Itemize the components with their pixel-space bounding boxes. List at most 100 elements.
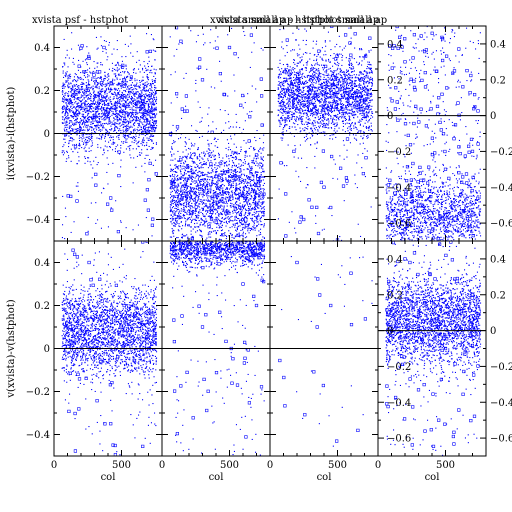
data-point (141, 89, 143, 91)
data-point (64, 133, 66, 135)
data-point (82, 122, 84, 124)
data-point (197, 149, 199, 151)
data-point (152, 119, 154, 121)
data-point (114, 64, 116, 66)
data-point (115, 64, 117, 66)
data-point (133, 139, 135, 141)
data-point (85, 232, 89, 236)
data-point (72, 130, 74, 132)
data-point (78, 97, 80, 99)
data-point (138, 129, 140, 131)
data-point (123, 117, 125, 119)
data-point (141, 101, 143, 103)
data-point (111, 89, 113, 91)
data-point (71, 108, 73, 110)
data-point (240, 211, 242, 213)
data-point (113, 117, 115, 119)
data-point (102, 154, 104, 156)
data-point (134, 102, 136, 104)
data-point (128, 73, 130, 75)
data-point (185, 205, 187, 207)
data-point (67, 75, 69, 77)
data-point (109, 122, 111, 124)
data-point (140, 127, 142, 129)
data-point (146, 148, 148, 150)
data-point (242, 204, 244, 206)
data-point (107, 150, 109, 152)
data-point (70, 103, 72, 105)
data-point (114, 129, 116, 131)
data-point (83, 148, 85, 150)
data-point (155, 108, 157, 110)
data-point (132, 105, 134, 107)
data-point (184, 225, 186, 227)
data-point (98, 95, 100, 97)
data-point (187, 194, 189, 196)
data-point (115, 104, 117, 106)
data-point (144, 102, 146, 104)
data-point (73, 92, 75, 94)
data-point (125, 95, 127, 97)
data-point (239, 225, 241, 227)
data-point (237, 217, 239, 219)
data-point (100, 135, 102, 137)
data-point (179, 177, 181, 179)
data-point (255, 204, 257, 206)
data-point (88, 140, 90, 142)
data-point (155, 87, 157, 89)
data-point (223, 206, 225, 208)
data-point (183, 235, 185, 237)
data-point (113, 48, 115, 50)
data-point (239, 168, 241, 170)
data-point (152, 128, 154, 130)
data-point (254, 207, 256, 209)
data-point (77, 105, 79, 107)
data-point (234, 194, 236, 196)
data-point (251, 172, 253, 174)
data-point (191, 144, 193, 146)
data-point (136, 51, 138, 53)
data-point (226, 171, 228, 173)
data-point (260, 191, 262, 193)
data-point (97, 77, 99, 79)
data-point (93, 98, 95, 100)
data-point (92, 77, 94, 79)
data-point (235, 216, 237, 218)
data-point (124, 112, 126, 114)
data-point (106, 83, 108, 85)
data-point (126, 99, 128, 101)
data-point (231, 190, 233, 192)
data-point (65, 109, 67, 111)
data-point (245, 151, 247, 153)
data-point (135, 91, 137, 93)
data-point (215, 204, 217, 206)
data-point (226, 180, 228, 182)
data-point (107, 102, 109, 104)
data-point (180, 204, 182, 206)
data-point (86, 143, 88, 145)
data-point (104, 78, 106, 80)
data-point (98, 117, 100, 119)
data-point (221, 175, 223, 177)
data-point (249, 203, 251, 205)
data-point (151, 124, 153, 126)
data-point (228, 142, 230, 144)
data-point (234, 226, 236, 228)
data-point (71, 32, 73, 34)
data-point (223, 190, 225, 192)
data-point (174, 212, 176, 214)
data-point (135, 88, 137, 90)
data-point (236, 178, 238, 180)
data-point (200, 167, 202, 169)
data-point (176, 215, 178, 217)
data-point (149, 159, 151, 161)
data-point (77, 122, 79, 124)
data-point (177, 216, 179, 218)
data-point (195, 210, 197, 212)
data-point (228, 175, 230, 177)
data-point (62, 224, 64, 226)
data-point (223, 218, 225, 220)
data-point (122, 135, 124, 137)
data-point (100, 130, 102, 132)
data-point (241, 214, 243, 216)
